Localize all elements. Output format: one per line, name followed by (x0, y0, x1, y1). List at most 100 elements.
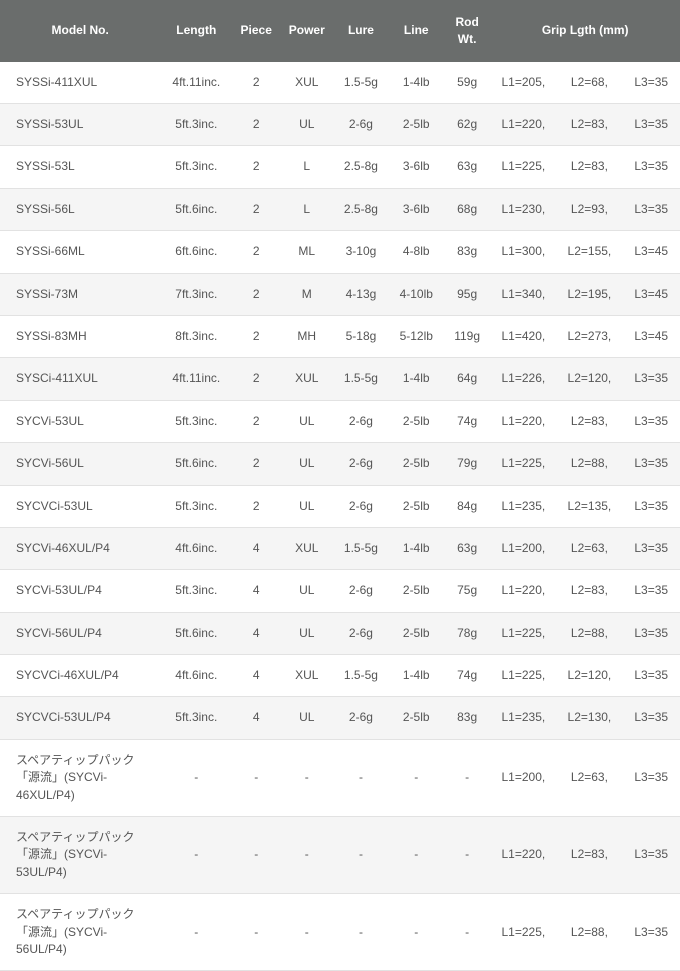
table-row: SYCVi-53UL/P45ft.3inc.4UL2-6g2-5lb75gL1=… (0, 570, 680, 612)
cell-grip-l3: L3=35 (622, 570, 680, 612)
cell-power: - (280, 817, 333, 894)
cell-model: スペアティップパック「源流」(SYCVi-56UL/P4) (0, 894, 160, 971)
cell-grip-l1: L1=225, (490, 894, 556, 971)
cell-grip-l1: L1=225, (490, 443, 556, 485)
cell-piece: - (232, 817, 280, 894)
cell-length: 4ft.6inc. (160, 655, 232, 697)
cell-grip-l2: L2=195, (556, 273, 622, 315)
cell-lure: - (333, 894, 388, 971)
table-row: SYSSi-66ML6ft.6inc.2ML3-10g4-8lb83gL1=30… (0, 231, 680, 273)
cell-power: UL (280, 570, 333, 612)
table-body: SYSSi-411XUL4ft.11inc.2XUL1.5-5g1-4lb59g… (0, 62, 680, 971)
cell-grip-l3: L3=35 (622, 62, 680, 104)
cell-grip-l1: L1=225, (490, 146, 556, 188)
cell-length: - (160, 739, 232, 816)
cell-grip-l1: L1=205, (490, 62, 556, 104)
cell-model: SYCVi-56UL/P4 (0, 612, 160, 654)
cell-rodwt: 83g (444, 231, 490, 273)
cell-grip-l2: L2=63, (556, 739, 622, 816)
cell-grip-l2: L2=273, (556, 315, 622, 357)
table-row: SYSSi-73M7ft.3inc.2M4-13g4-10lb95gL1=340… (0, 273, 680, 315)
col-length: Length (160, 0, 232, 62)
cell-grip-l2: L2=83, (556, 817, 622, 894)
table-row: スペアティップパック「源流」(SYCVi-46XUL/P4)------L1=2… (0, 739, 680, 816)
cell-lure: 2-6g (333, 485, 388, 527)
cell-model: スペアティップパック「源流」(SYCVi-53UL/P4) (0, 817, 160, 894)
cell-length: - (160, 817, 232, 894)
cell-piece: 2 (232, 62, 280, 104)
table-row: SYSSi-411XUL4ft.11inc.2XUL1.5-5g1-4lb59g… (0, 62, 680, 104)
cell-grip-l2: L2=83, (556, 570, 622, 612)
cell-line: 1-4lb (389, 527, 444, 569)
cell-piece: 2 (232, 315, 280, 357)
cell-length: 5ft.6inc. (160, 612, 232, 654)
cell-power: UL (280, 103, 333, 145)
cell-line: 4-10lb (389, 273, 444, 315)
cell-length: 5ft.3inc. (160, 400, 232, 442)
cell-line: 1-4lb (389, 655, 444, 697)
cell-line: 2-5lb (389, 485, 444, 527)
cell-grip-l2: L2=120, (556, 655, 622, 697)
cell-length: 5ft.3inc. (160, 570, 232, 612)
cell-grip-l2: L2=88, (556, 443, 622, 485)
cell-line: 5-12lb (389, 315, 444, 357)
cell-line: 4-8lb (389, 231, 444, 273)
cell-grip-l1: L1=220, (490, 570, 556, 612)
cell-power: UL (280, 612, 333, 654)
cell-length: 7ft.3inc. (160, 273, 232, 315)
cell-power: L (280, 146, 333, 188)
cell-grip-l2: L2=130, (556, 697, 622, 739)
cell-piece: 4 (232, 655, 280, 697)
cell-grip-l1: L1=200, (490, 527, 556, 569)
cell-power: UL (280, 485, 333, 527)
cell-grip-l3: L3=35 (622, 188, 680, 230)
cell-grip-l1: L1=230, (490, 188, 556, 230)
col-model: Model No. (0, 0, 160, 62)
table-header: Model No. Length Piece Power Lure Line R… (0, 0, 680, 62)
cell-lure: 2.5-8g (333, 188, 388, 230)
specs-table: Model No. Length Piece Power Lure Line R… (0, 0, 680, 971)
col-power: Power (280, 0, 333, 62)
cell-piece: 2 (232, 273, 280, 315)
cell-lure: 1.5-5g (333, 62, 388, 104)
cell-rodwt: 119g (444, 315, 490, 357)
cell-lure: 3-10g (333, 231, 388, 273)
cell-rodwt: 62g (444, 103, 490, 145)
col-piece: Piece (232, 0, 280, 62)
cell-model: SYCVCi-46XUL/P4 (0, 655, 160, 697)
cell-grip-l3: L3=35 (622, 739, 680, 816)
cell-power: UL (280, 443, 333, 485)
cell-power: - (280, 739, 333, 816)
cell-rodwt: - (444, 739, 490, 816)
cell-length: 5ft.3inc. (160, 697, 232, 739)
table-row: SYCVi-56UL/P45ft.6inc.4UL2-6g2-5lb78gL1=… (0, 612, 680, 654)
cell-line: 2-5lb (389, 443, 444, 485)
cell-model: SYCVi-53UL (0, 400, 160, 442)
cell-power: MH (280, 315, 333, 357)
table-row: スペアティップパック「源流」(SYCVi-53UL/P4)------L1=22… (0, 817, 680, 894)
col-grip: Grip Lgth (mm) (490, 0, 680, 62)
cell-grip-l2: L2=135, (556, 485, 622, 527)
cell-lure: 5-18g (333, 315, 388, 357)
cell-grip-l3: L3=35 (622, 894, 680, 971)
cell-model: SYSSi-56L (0, 188, 160, 230)
cell-line: 1-4lb (389, 358, 444, 400)
table-row: SYSSi-53L5ft.3inc.2L2.5-8g3-6lb63gL1=225… (0, 146, 680, 188)
cell-lure: 1.5-5g (333, 358, 388, 400)
table-row: SYSSi-56L5ft.6inc.2L2.5-8g3-6lb68gL1=230… (0, 188, 680, 230)
cell-model: SYCVCi-53UL (0, 485, 160, 527)
cell-grip-l1: L1=300, (490, 231, 556, 273)
cell-grip-l1: L1=220, (490, 400, 556, 442)
cell-line: 1-4lb (389, 62, 444, 104)
table-row: SYCVCi-53UL5ft.3inc.2UL2-6g2-5lb84gL1=23… (0, 485, 680, 527)
cell-model: SYCVi-56UL (0, 443, 160, 485)
table-row: SYSCi-411XUL4ft.11inc.2XUL1.5-5g1-4lb64g… (0, 358, 680, 400)
cell-piece: 2 (232, 146, 280, 188)
cell-line: 2-5lb (389, 612, 444, 654)
cell-line: - (389, 739, 444, 816)
cell-rodwt: 74g (444, 400, 490, 442)
cell-rodwt: 59g (444, 62, 490, 104)
cell-grip-l1: L1=220, (490, 817, 556, 894)
cell-line: 2-5lb (389, 103, 444, 145)
cell-rodwt: 83g (444, 697, 490, 739)
